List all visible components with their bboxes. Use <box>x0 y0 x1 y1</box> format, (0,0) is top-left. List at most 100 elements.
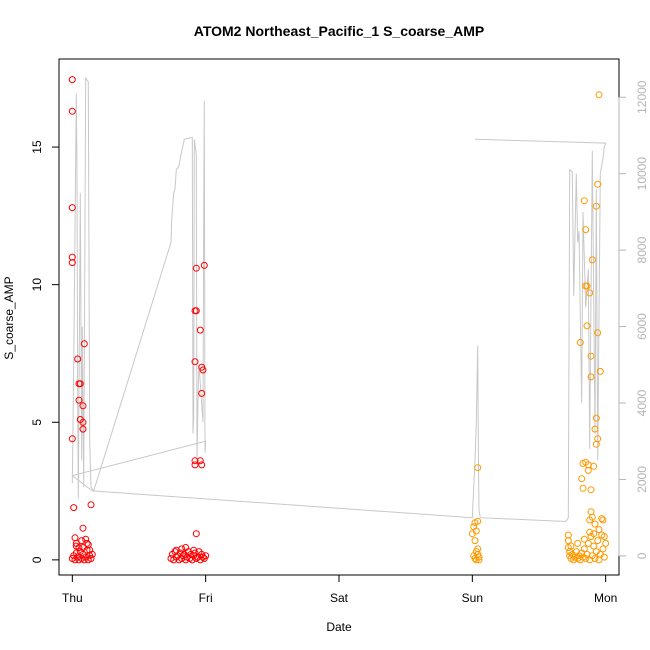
data-point <box>74 355 82 363</box>
data-point <box>198 461 206 469</box>
data-point <box>71 534 79 542</box>
secondary-line-layer <box>71 76 607 523</box>
chart-title: ATOM2 Northeast_Pacific_1 S_coarse_AMP <box>194 23 485 39</box>
data-point <box>79 402 87 410</box>
right-y-tick-label: 8000 <box>635 236 649 263</box>
data-point <box>587 352 595 360</box>
data-point <box>592 202 600 210</box>
data-point <box>596 367 604 375</box>
data-point <box>192 264 200 272</box>
data-point <box>579 484 587 492</box>
right-y-tick-label: 12000 <box>635 80 649 114</box>
y-tick-label: 5 <box>30 419 44 426</box>
data-point <box>590 462 598 470</box>
data-point <box>591 555 599 562</box>
data-point <box>196 326 204 334</box>
data-point <box>586 289 594 297</box>
x-tick-label: Sun <box>462 591 483 605</box>
x-tick-label: Thu <box>62 591 83 605</box>
data-point <box>591 425 599 433</box>
data-point <box>584 539 592 547</box>
data-point <box>87 501 95 509</box>
data-point <box>582 555 590 562</box>
x-tick-label: Fri <box>199 591 213 605</box>
data-point <box>580 535 588 543</box>
y-tick-label: 15 <box>30 140 44 154</box>
data-point <box>602 539 610 547</box>
data-point <box>592 414 600 422</box>
data-point <box>591 520 599 528</box>
data-point <box>578 475 586 483</box>
right-y-tick-label: 6000 <box>635 313 649 340</box>
data-point <box>76 380 84 388</box>
data-point <box>567 542 575 550</box>
data-point <box>202 552 210 560</box>
data-point <box>564 537 572 545</box>
data-point <box>79 425 87 433</box>
data-point <box>79 544 87 551</box>
x-axis-label: Date <box>326 620 352 634</box>
data-point <box>583 322 591 330</box>
y-tick-label: 0 <box>30 556 44 563</box>
data-point <box>192 555 200 562</box>
data-point <box>587 373 595 381</box>
data-point <box>68 259 76 267</box>
data-point <box>68 107 76 115</box>
data-point <box>80 340 88 348</box>
data-point <box>590 530 598 538</box>
data-point <box>82 535 90 543</box>
data-point <box>595 91 603 99</box>
data-point <box>600 553 608 561</box>
data-point <box>472 548 480 556</box>
x-axis: Thu Fri Sat Sun Mon <box>62 574 617 605</box>
data-point <box>468 530 476 538</box>
right-y-tick-label: 4000 <box>635 389 649 416</box>
data-point <box>594 329 602 337</box>
data-point <box>599 545 607 553</box>
y-tick-label: 10 <box>30 278 44 292</box>
data-point <box>574 539 582 547</box>
data-point <box>87 555 95 562</box>
data-point <box>192 530 200 538</box>
data-point <box>68 435 76 443</box>
y-axis: 0 5 10 15 <box>30 140 60 563</box>
data-point <box>594 180 602 188</box>
data-point <box>191 461 199 469</box>
data-point <box>200 261 208 269</box>
data-point <box>592 440 600 448</box>
data-point <box>594 537 602 545</box>
right-y-axis: 0 2000 4000 6000 8000 10000 12000 <box>618 80 649 559</box>
data-point <box>471 537 479 545</box>
data-point <box>178 545 186 553</box>
data-point <box>78 537 86 545</box>
data-point <box>474 464 482 472</box>
data-point <box>475 556 483 564</box>
data-point <box>70 504 78 512</box>
data-point <box>75 396 83 404</box>
data-point <box>580 197 588 205</box>
data-point <box>600 533 608 540</box>
x-tick-label: Sat <box>330 591 349 605</box>
data-point <box>68 76 76 84</box>
x-tick-label: Mon <box>594 591 617 605</box>
data-point <box>191 358 199 366</box>
data-point <box>474 517 482 525</box>
data-point <box>188 556 196 564</box>
right-y-tick-label: 2000 <box>635 466 649 493</box>
data-point <box>191 457 199 465</box>
data-point <box>79 418 87 426</box>
data-point <box>583 282 591 290</box>
data-point <box>586 528 594 536</box>
data-point <box>580 545 588 553</box>
data-point <box>587 486 595 494</box>
plot-frame <box>58 58 620 576</box>
data-point <box>190 546 198 554</box>
data-point <box>199 366 207 374</box>
data-point <box>588 513 596 521</box>
data-point <box>72 542 80 550</box>
data-point <box>576 339 584 346</box>
points-layer <box>68 76 610 564</box>
data-point <box>182 544 190 551</box>
data-point <box>68 204 76 212</box>
